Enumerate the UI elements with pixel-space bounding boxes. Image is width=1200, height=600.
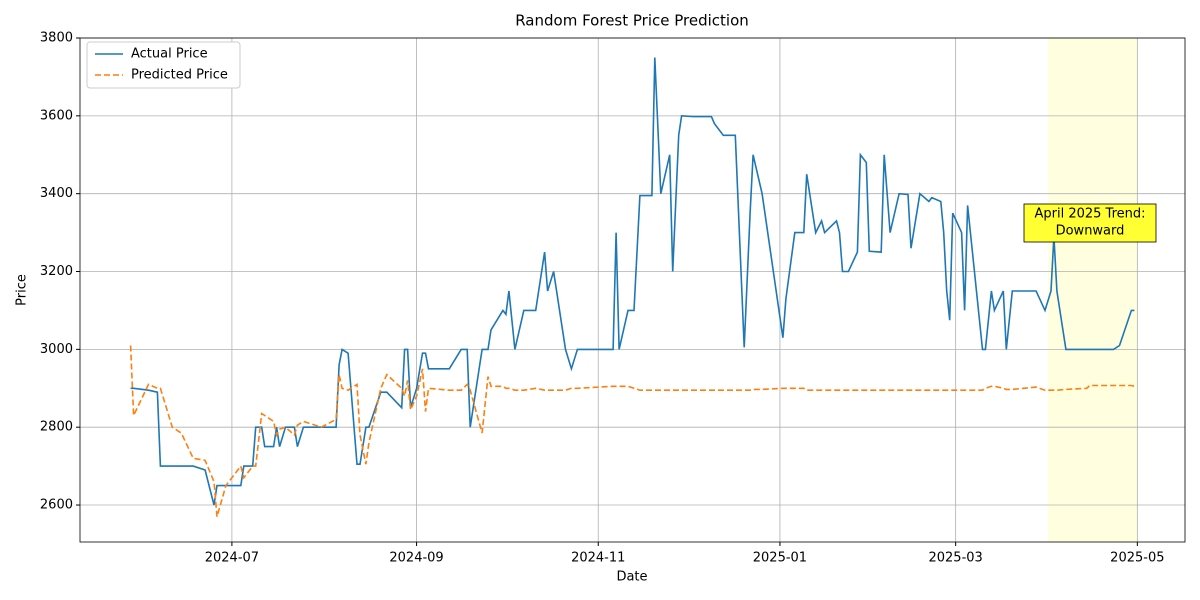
x-axis-label: Date <box>616 570 647 585</box>
legend-label: Predicted Price <box>131 68 228 83</box>
legend-box <box>86 41 241 89</box>
annotation-text: Downward <box>1056 224 1125 239</box>
y-tick-label: 2600 <box>40 498 73 513</box>
x-tick-label: 2024-09 <box>389 551 443 566</box>
chart-title: Random Forest Price Prediction <box>515 12 749 30</box>
y-tick-label: 2800 <box>40 420 73 435</box>
x-tick-label: 2025-01 <box>753 551 807 566</box>
price-line <box>129 345 1135 517</box>
x-tick-label: 2025-03 <box>928 551 982 566</box>
highlight-span <box>1047 38 1138 542</box>
y-tick-label: 3000 <box>40 342 73 357</box>
x-tick-label: 2024-11 <box>571 551 625 566</box>
y-tick-label: 3600 <box>40 108 73 123</box>
annotation-text: April 2025 Trend: <box>1034 207 1145 222</box>
y-tick-label: 3800 <box>40 31 73 46</box>
annotation-box <box>1023 203 1157 243</box>
y-tick-label: 3200 <box>40 264 73 279</box>
y-axis-label: Price <box>15 274 30 306</box>
legend-label: Actual Price <box>131 47 208 62</box>
price-line <box>130 57 1135 506</box>
plot-frame <box>79 37 1186 543</box>
x-tick-label: 2025-05 <box>1110 551 1164 566</box>
x-tick-label: 2024-07 <box>205 551 259 566</box>
y-tick-label: 3400 <box>40 186 73 201</box>
